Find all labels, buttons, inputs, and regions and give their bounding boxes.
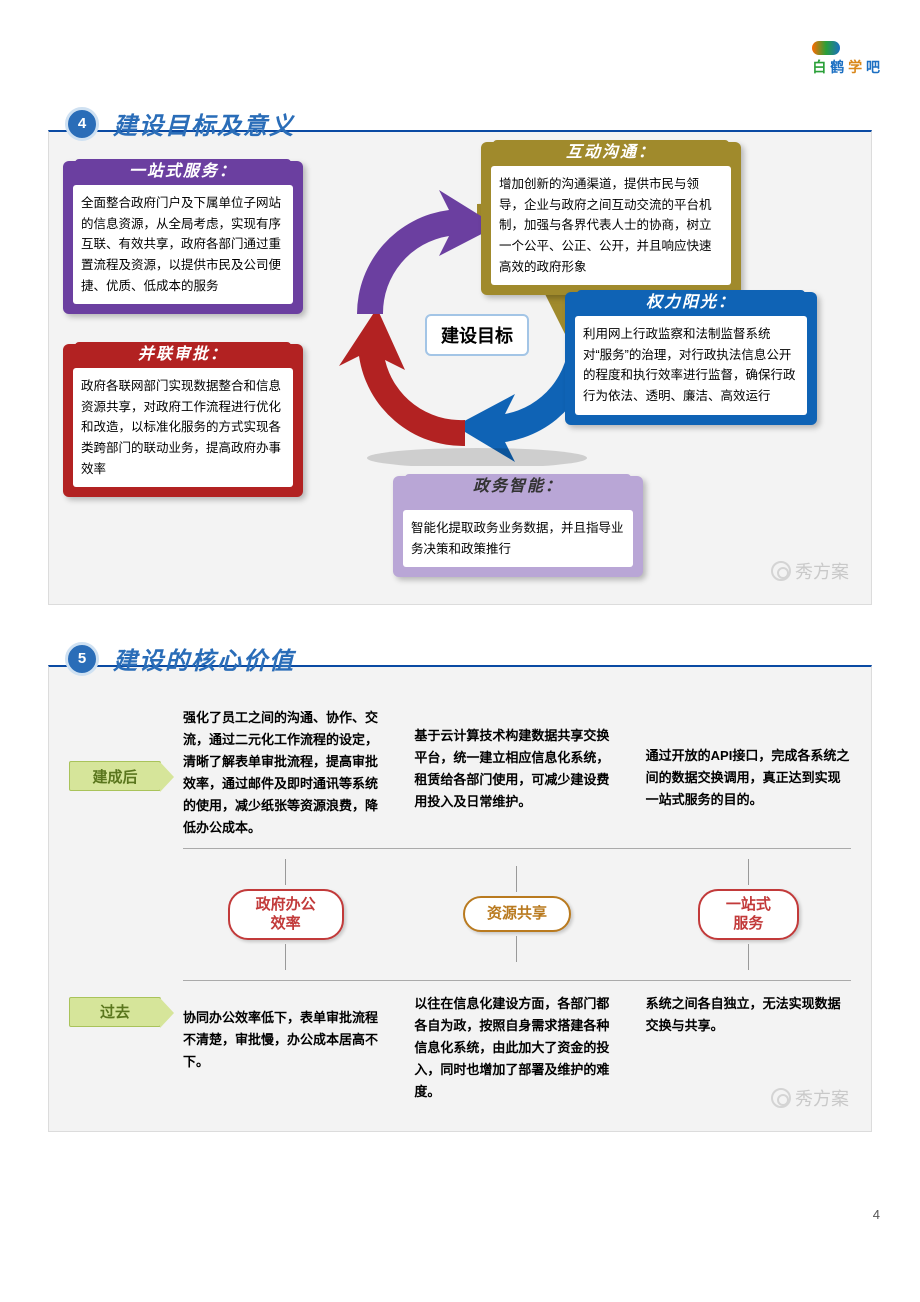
watermark: 秀方案 bbox=[771, 1085, 849, 1111]
card-title: 政务智能： bbox=[405, 474, 631, 500]
wechat-icon bbox=[771, 561, 791, 581]
watermark: 秀方案 bbox=[771, 558, 849, 584]
card-onestop: 一站式服务： 全面整合政府门户及下属单位子网站的信息资源，从全局考虑，实现有序互… bbox=[63, 161, 303, 314]
slide-5: 5 建设的核心价值 建成后 强化了员工之间的沟通、协作、交流，通过二元化工作流程… bbox=[48, 665, 872, 1132]
value-timeline: 政府办公 效率 资源共享 一站式 服务 bbox=[183, 859, 851, 970]
slide-number-badge: 5 bbox=[65, 642, 99, 676]
card-title: 一站式服务： bbox=[75, 159, 291, 185]
node-office-efficiency: 政府办公 效率 bbox=[228, 889, 344, 940]
card-text: 全面整合政府门户及下属单位子网站的信息资源，从全局考虑，实现有序互联、有效共享，… bbox=[73, 185, 293, 304]
card-text: 增加创新的沟通渠道，提供市民与领导，企业与政府之间互动交流的平台机制，加强与各界… bbox=[491, 166, 731, 285]
card-text: 利用网上行政监察和法制监督系统对“服务”的治理，对行政执法信息公开的程度和执行效… bbox=[575, 316, 807, 415]
cycle-center-label: 建设目标 bbox=[425, 314, 529, 356]
page-number: 4 bbox=[873, 1207, 880, 1222]
tag-after: 建成后 bbox=[69, 761, 161, 791]
card-text: 政府各联网部门实现数据整合和信息资源共享，对政府工作流程进行优化和改造，以标准化… bbox=[73, 368, 293, 487]
card-interaction: 互动沟通： 增加创新的沟通渠道，提供市民与领导，企业与政府之间互动交流的平台机制… bbox=[481, 142, 741, 295]
card-parallel-approval: 并联审批： 政府各联网部门实现数据整合和信息资源共享，对政府工作流程进行优化和改… bbox=[63, 344, 303, 497]
card-power-sunlight: 权力阳光： 利用网上行政监察和法制监督系统对“服务”的治理，对行政执法信息公开的… bbox=[565, 292, 817, 425]
node-onestop-service: 一站式 服务 bbox=[698, 889, 799, 940]
slide-title: 建设的核心价值 bbox=[113, 641, 295, 676]
card-text: 智能化提取政务业务数据，并且指导业务决策和政策推行 bbox=[403, 510, 633, 567]
before-col-1: 协同办公效率低下，表单审批流程不清楚，审批慢，办公成本居高不下。 bbox=[183, 1007, 388, 1103]
card-gov-intelligence: 政务智能： 智能化提取政务业务数据，并且指导业务决策和政策推行 bbox=[393, 476, 643, 577]
card-title: 并联审批： bbox=[75, 342, 291, 368]
after-col-1: 强化了员工之间的沟通、协作、交流，通过二元化工作流程的设定，清晰了解表单审批流程… bbox=[183, 707, 388, 840]
card-title: 互动沟通： bbox=[493, 140, 729, 166]
slide-title: 建设目标及意义 bbox=[113, 106, 295, 141]
before-col-2: 以往在信息化建设方面，各部门都各自为政，按照自身需求搭建各种信息化系统，由此加大… bbox=[414, 993, 619, 1103]
tag-before: 过去 bbox=[69, 997, 161, 1027]
card-title: 权力阳光： bbox=[577, 290, 805, 316]
node-resource-share: 资源共享 bbox=[463, 896, 571, 932]
after-col-2: 基于云计算技术构建数据共享交换平台，统一建立相应信息化系统，租赁给各部门使用，可… bbox=[414, 725, 619, 840]
slide-number-badge: 4 bbox=[65, 107, 99, 141]
slide-4: 4 建设目标及意义 建设目标 bbox=[48, 130, 872, 605]
wechat-icon bbox=[771, 1088, 791, 1108]
brand-logo: 白 鹤 学 吧 bbox=[812, 40, 880, 77]
after-col-3: 通过开放的API接口，完成各系统之间的数据交换调用，真正达到实现一站式服务的目的… bbox=[646, 745, 851, 840]
